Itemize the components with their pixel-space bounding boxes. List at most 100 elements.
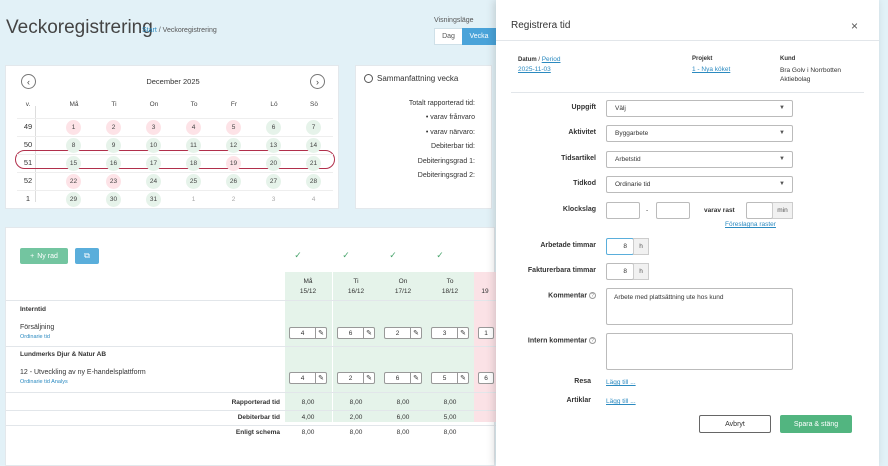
suggested-breaks-link[interactable]: Föreslagna raster: [725, 221, 776, 228]
rast-input[interactable]: [746, 202, 773, 219]
calendar-day[interactable]: 18: [186, 156, 201, 171]
add-article-link[interactable]: Lägg till ...: [606, 398, 636, 405]
hours-cell[interactable]: 6 ✎: [384, 372, 422, 384]
edit-icon[interactable]: ✎: [315, 328, 326, 338]
breadcrumb-start[interactable]: Start: [142, 27, 157, 34]
edit-icon[interactable]: ✎: [410, 373, 421, 383]
calendar-day[interactable]: 1: [191, 196, 196, 203]
period-link[interactable]: Period: [541, 56, 561, 63]
calendar-day[interactable]: 2: [106, 120, 121, 135]
calendar-week-number[interactable]: 49: [23, 122, 33, 131]
kund-label: Kund: [780, 56, 796, 62]
add-trip-link[interactable]: Lägg till ...: [606, 379, 636, 386]
calendar-day[interactable]: 8: [66, 138, 81, 153]
close-icon[interactable]: ×: [851, 19, 859, 33]
hours-cell[interactable]: 2 ✎: [337, 372, 375, 384]
calendar-day[interactable]: 5: [226, 120, 241, 135]
row-subtitle[interactable]: Ordinarie tid: [20, 334, 50, 340]
tidkod-select[interactable]: Ordinarie tid ▼: [606, 176, 793, 193]
calendar-day[interactable]: 30: [106, 192, 121, 207]
hours-cell[interactable]: 6 ✎: [337, 327, 375, 339]
hours-cell[interactable]: 2 ✎: [384, 327, 422, 339]
calendar-day[interactable]: 15: [66, 156, 81, 171]
total-value: 8,00: [301, 429, 315, 436]
edit-icon[interactable]: ✎: [457, 373, 468, 383]
calendar-day[interactable]: 4: [311, 196, 316, 203]
hours-cell[interactable]: 4 ✎: [289, 327, 327, 339]
next-month-button[interactable]: ›: [310, 74, 325, 89]
edit-icon[interactable]: ✎: [315, 373, 326, 383]
view-day-button[interactable]: Dag: [434, 28, 463, 45]
hours-value: 5: [442, 374, 447, 382]
cancel-button[interactable]: Avbryt: [699, 415, 771, 433]
calendar-day[interactable]: 24: [146, 174, 161, 189]
calendar-day[interactable]: 28: [306, 174, 321, 189]
day-column-header: Ti 16/12: [347, 278, 365, 295]
edit-icon[interactable]: ✎: [363, 373, 374, 383]
copy-week-button[interactable]: ⧉: [75, 248, 99, 264]
arbetade-input[interactable]: 8: [606, 238, 634, 255]
tidkod-label: Tidkod: [573, 180, 596, 187]
aktivitet-select[interactable]: Byggarbete ▼: [606, 125, 793, 142]
calendar-day[interactable]: 25: [186, 174, 201, 189]
calendar-day[interactable]: 6: [266, 120, 281, 135]
datum-value[interactable]: 2025-11-03: [518, 66, 551, 73]
hours-value: 2: [348, 374, 353, 382]
calendar-day[interactable]: 9: [106, 138, 121, 153]
calendar-day[interactable]: 12: [226, 138, 241, 153]
calendar-day[interactable]: 11: [186, 138, 201, 153]
calendar-day[interactable]: 17: [146, 156, 161, 171]
calendar-day[interactable]: 22: [66, 174, 81, 189]
view-week-button[interactable]: Vecka: [462, 28, 496, 45]
calendar-week-number[interactable]: 52: [23, 176, 33, 185]
new-row-button[interactable]: + Ny rad: [20, 248, 68, 264]
hours-cell[interactable]: 5 ✎: [431, 372, 469, 384]
grid-header-line: [6, 300, 496, 301]
kommentar-textarea[interactable]: Arbete med plattsättning ute hos kund: [606, 288, 793, 325]
calendar-day[interactable]: 23: [106, 174, 121, 189]
calendar-day[interactable]: 26: [226, 174, 241, 189]
calendar-day[interactable]: 4: [186, 120, 201, 135]
check-icon: ✓: [342, 250, 350, 260]
row-subtitle[interactable]: Ordinarie tid Analys: [20, 379, 68, 385]
calendar-week-number[interactable]: 1: [25, 194, 31, 203]
hours-cell[interactable]: 1: [478, 327, 494, 339]
calendar-day[interactable]: 31: [146, 192, 161, 207]
calendar-day[interactable]: 2: [231, 196, 236, 203]
projekt-value[interactable]: 1 - Nya köket: [692, 66, 731, 73]
summary-line: Totalt rapporterad tid:: [408, 100, 475, 107]
modal-title: Registrera tid: [511, 20, 571, 31]
calendar-day[interactable]: 14: [306, 138, 321, 153]
calendar-day[interactable]: 20: [266, 156, 281, 171]
calendar-week-number[interactable]: 51: [23, 158, 33, 167]
calendar-day[interactable]: 3: [146, 120, 161, 135]
calendar-day[interactable]: 19: [226, 156, 241, 171]
uppgift-select[interactable]: Välj ▼: [606, 100, 793, 117]
save-close-button[interactable]: Spara & stäng: [780, 415, 852, 433]
calendar-week-number[interactable]: 50: [23, 140, 33, 149]
calendar-day[interactable]: 16: [106, 156, 121, 171]
calendar-day[interactable]: 21: [306, 156, 321, 171]
kommentar-label: Kommentar ?: [496, 292, 596, 299]
edit-icon[interactable]: ✎: [410, 328, 421, 338]
edit-icon[interactable]: ✎: [363, 328, 374, 338]
fakturerbara-input[interactable]: 8: [606, 263, 634, 280]
edit-icon[interactable]: ✎: [457, 328, 468, 338]
tidsartikel-select[interactable]: Arbetstid ▼: [606, 151, 793, 168]
calendar-day[interactable]: 13: [266, 138, 281, 153]
hours-cell[interactable]: 6: [478, 372, 494, 384]
hours-cell[interactable]: 3 ✎: [431, 327, 469, 339]
calendar-row-line: [17, 118, 333, 119]
calendar-day[interactable]: 10: [146, 138, 161, 153]
calendar-day[interactable]: 3: [271, 196, 276, 203]
calendar-day[interactable]: 1: [66, 120, 81, 135]
start-time-input[interactable]: [606, 202, 640, 219]
hours-cell[interactable]: 4 ✎: [289, 372, 327, 384]
calendar-day[interactable]: 7: [306, 120, 321, 135]
calendar-day[interactable]: 27: [266, 174, 281, 189]
end-time-input[interactable]: [656, 202, 690, 219]
prev-month-button[interactable]: ‹: [21, 74, 36, 89]
intern-kommentar-textarea[interactable]: [606, 333, 793, 370]
calendar-day[interactable]: 29: [66, 192, 81, 207]
